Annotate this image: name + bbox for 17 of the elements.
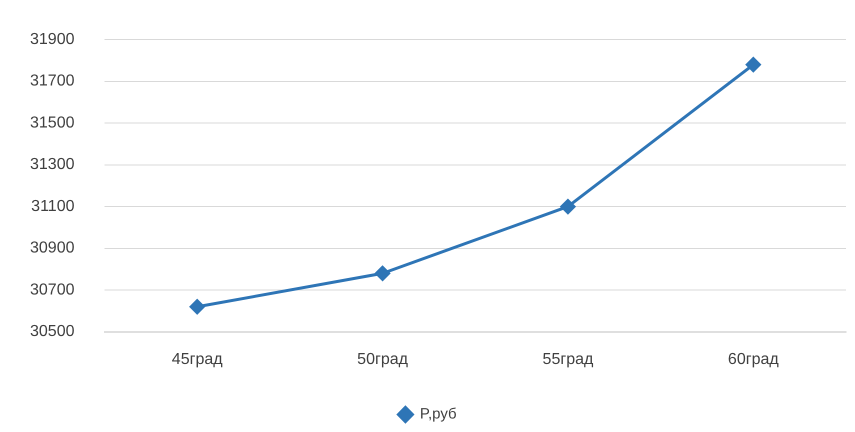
x-tick-label: 45град (172, 350, 224, 368)
y-tick-label: 31500 (30, 114, 75, 132)
y-tick-label: 31900 (30, 31, 75, 48)
point (560, 199, 576, 214)
y-tick-label: 31100 (31, 198, 75, 215)
x-tick-label: 55град (542, 350, 594, 368)
y-tick-label: 30900 (30, 240, 75, 257)
point (190, 299, 205, 314)
y-tick-label: 30500 (30, 323, 75, 340)
x-tick-label: 50град (357, 350, 409, 368)
legend-label: P,руб (420, 406, 457, 423)
y-tick-label: 30700 (30, 281, 75, 298)
point (746, 57, 761, 72)
y-tick-label: 31700 (30, 72, 75, 90)
point (375, 266, 390, 281)
x-tick-label: 60град (728, 350, 780, 368)
y-tick-label: 31300 (30, 156, 75, 174)
